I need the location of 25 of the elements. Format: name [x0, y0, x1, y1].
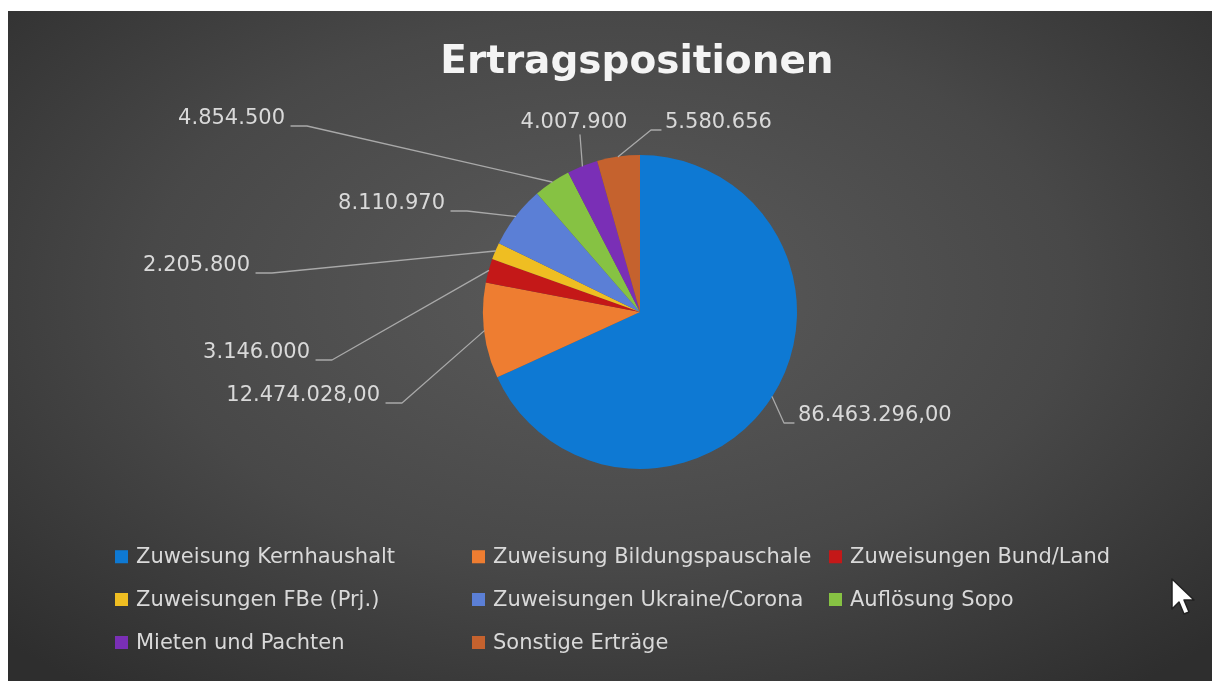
pie-slice [498, 193, 640, 312]
legend-label: Sonstige Erträge [493, 629, 669, 654]
pie-slice [597, 155, 640, 312]
data-label: 12.474.028,00 [226, 382, 380, 406]
legend-label: Zuweisungen FBe (Prj.) [136, 586, 380, 611]
legend-label: Zuweisungen Bund/Land [850, 543, 1111, 568]
legend-label: Zuweisungen Ukraine/Corona [493, 586, 804, 611]
data-label: 4.007.900 [520, 109, 628, 133]
legend-label: Mieten und Pachten [136, 629, 345, 654]
legend-label: Zuweisung Bildungspauschale [493, 543, 812, 568]
chart-title: Ertragspositionen [440, 37, 834, 82]
pie-slice [492, 243, 640, 312]
legend-label: Auflösung Sopo [850, 586, 1014, 611]
pie-slice [497, 155, 797, 469]
data-label: 4.854.500 [178, 105, 285, 129]
data-label: 2.205.800 [143, 252, 250, 276]
pie-slice [568, 160, 640, 312]
data-label: 8.110.970 [338, 190, 445, 214]
legend-label: Zuweisung Kernhaushalt [136, 543, 396, 568]
data-label: 86.463.296,00 [798, 402, 952, 426]
pie-slice [483, 282, 640, 378]
pie-slice [537, 172, 640, 312]
pie-slice [485, 259, 640, 312]
data-label: 5.580.656 [665, 109, 772, 133]
data-label: 3.146.000 [203, 339, 310, 363]
